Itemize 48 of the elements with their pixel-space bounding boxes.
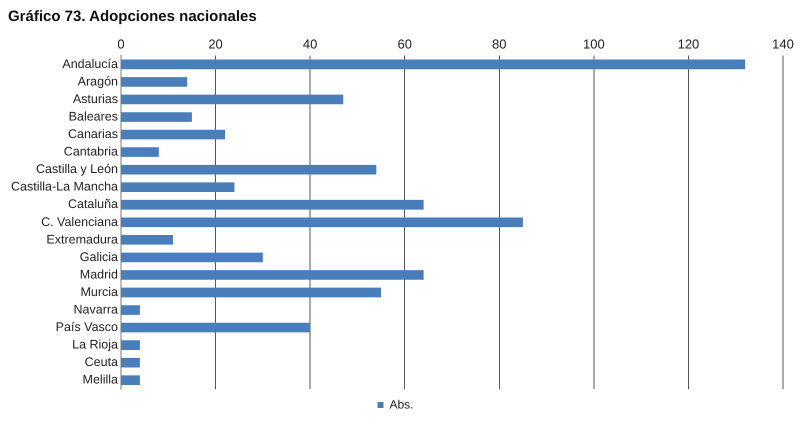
bar [121,200,424,210]
bar [121,77,188,87]
y-tick-label: C. Valenciana [41,214,118,229]
x-tick-label: 40 [302,36,318,52]
bar [121,130,226,140]
bar [121,235,174,245]
x-tick-label: 140 [772,36,794,52]
y-tick-label: Murcia [80,284,118,299]
y-tick-label: Canarias [68,127,118,142]
bar [121,94,344,104]
x-tick-label: 60 [397,36,412,52]
y-tick-label: Galicia [80,250,118,264]
y-tick-label: Cantabria [64,144,118,159]
y-tick-label: Extremadura [46,232,118,246]
bar [121,182,234,192]
y-tick-label: Asturias [72,92,118,106]
x-tick-label: 100 [583,36,605,52]
y-tick-label: La Rioja [72,338,118,352]
bar [121,252,263,262]
x-tick-label: 120 [678,36,700,52]
y-tick-label: Aragón [78,74,118,88]
y-tick-label: Cataluña [68,197,118,212]
bar [121,358,140,368]
bar [121,112,192,122]
bar [121,340,140,350]
chart-title: Gráfico 73. Adopciones nacionales [8,8,257,26]
y-tick-label: Andalucía [62,56,118,71]
bar [121,164,376,174]
bar [121,288,382,298]
x-tick-label: 80 [492,36,507,52]
y-tick-label: Ceuta [84,355,118,370]
bar [121,147,159,157]
y-tick-label: País Vasco [56,320,118,334]
x-tick-label: 20 [208,36,223,52]
y-tick-label: Madrid [80,267,118,282]
y-tick-label: Castilla-La Mancha [10,180,118,194]
y-tick-label: Baleares [68,109,118,124]
bar [121,217,523,228]
y-tick-label: Navarra [74,302,118,316]
legend-label: Abs. [389,397,414,412]
bar [121,270,424,280]
y-tick-label: Melilla [82,372,118,387]
bar [121,375,140,386]
bar [121,305,140,315]
y-tick-label: Castilla y León [36,162,118,176]
x-tick-label: 0 [117,36,125,52]
bar [121,60,746,70]
bar [121,322,310,332]
